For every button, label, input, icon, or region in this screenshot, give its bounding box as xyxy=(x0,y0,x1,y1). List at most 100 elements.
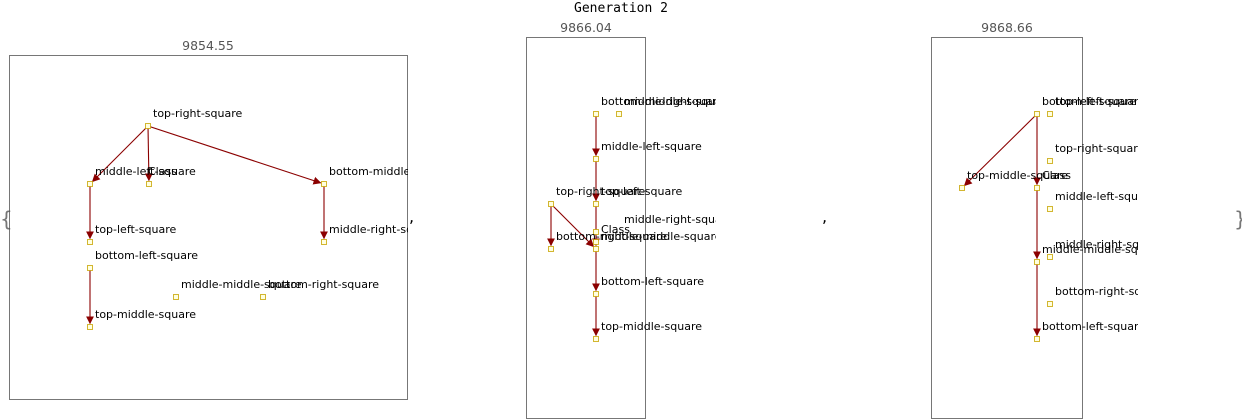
node-label: middle-right-square xyxy=(1055,238,1164,251)
graph-node: bottom-left-square xyxy=(87,249,198,271)
node-label: middle-right-square xyxy=(329,223,438,236)
node-layer: bottom-left-squaretop-left-squaretop-rig… xyxy=(959,95,1166,342)
graph-node: top-middle-square xyxy=(87,308,196,330)
node-label: top-left-square xyxy=(95,223,176,236)
node-label: bottom-left-square xyxy=(601,275,704,288)
node-label: bottom-left-square xyxy=(95,249,198,262)
node-marker xyxy=(87,324,93,330)
node-label: bottom-right-square xyxy=(1055,285,1166,298)
graph-panel-1: 9854.55 top-right-square middle-left-squa… xyxy=(9,38,452,400)
node-marker xyxy=(87,265,93,271)
node-label: top-left-square xyxy=(601,185,682,198)
node-label: middle-middle-square xyxy=(1042,243,1163,256)
graph-panel-2: 9866.04 bottom-middle-squaremiddle-right… xyxy=(526,20,733,419)
node-marker xyxy=(593,246,599,252)
graph-node: top-middle-square xyxy=(959,169,1068,191)
graph-node: Class xyxy=(593,223,630,245)
graph-node: bottom-right-square xyxy=(260,278,379,300)
node-label: Class xyxy=(1042,169,1071,182)
graph-node: top-right-square xyxy=(548,185,646,207)
graph-node: top-left-square xyxy=(593,185,682,207)
node-label: bottom-left-square xyxy=(1042,95,1145,108)
graph-node: top-left-square xyxy=(1047,95,1136,117)
node-marker xyxy=(1047,158,1053,164)
graph-node: middle-right-square xyxy=(616,95,733,117)
node-marker xyxy=(1034,185,1040,191)
graph-node: bottom-right-square xyxy=(1047,285,1166,307)
node-marker xyxy=(146,181,152,187)
node-marker xyxy=(548,201,554,207)
node-label: bottom-right-square xyxy=(268,278,379,291)
node-marker xyxy=(321,239,327,245)
panel-score: 9866.04 xyxy=(560,20,612,35)
graph-node: middle-right-square xyxy=(1047,238,1164,260)
open-brace: { xyxy=(0,207,13,231)
node-label: middle-middle-square xyxy=(601,230,722,243)
node-label: top-right-square xyxy=(1055,142,1145,155)
graph-node: middle-middle-square xyxy=(593,230,722,252)
graph-node: bottom-right-square xyxy=(548,230,667,252)
graph-node: bottom-left-square xyxy=(593,275,704,297)
node-marker xyxy=(1047,206,1053,212)
graph-node: middle-left-square xyxy=(1047,190,1156,212)
graph-node: top-left-square xyxy=(87,223,176,245)
graph-node: middle-middle-square xyxy=(173,278,302,300)
graph-node: middle-right-square xyxy=(593,213,733,235)
edge-bls0-to-tms xyxy=(963,113,1038,187)
node-label: top-middle-square xyxy=(95,308,196,321)
node-label: middle-right-square xyxy=(624,95,733,108)
node-label: bottom-left-square xyxy=(1042,320,1145,333)
node-label: Class xyxy=(601,223,630,236)
node-marker xyxy=(1034,259,1040,265)
node-marker xyxy=(173,294,179,300)
edge-layer xyxy=(963,113,1041,337)
node-label: top-middle-square xyxy=(967,169,1068,182)
node-label: top-left-square xyxy=(1055,95,1136,108)
graph-node: top-right-square xyxy=(145,107,243,129)
graph-node: middle-middle-square xyxy=(1034,243,1163,265)
node-marker xyxy=(959,185,965,191)
graph-node: bottom-middle-square xyxy=(593,95,724,117)
node-marker xyxy=(321,181,327,187)
separator-comma-2: , xyxy=(822,207,827,226)
graph-node: Class xyxy=(146,165,177,187)
generation-title: Generation 2 xyxy=(574,1,668,16)
edge-trs-to-mls xyxy=(91,125,149,183)
close-brace: } xyxy=(1234,207,1242,231)
node-marker xyxy=(593,336,599,342)
graph-node: top-middle-square xyxy=(593,320,702,342)
node-marker xyxy=(616,111,622,117)
graph-node: Class xyxy=(1034,169,1071,191)
node-label: middle-left-square xyxy=(1055,190,1156,203)
graph-node: bottom-left-square xyxy=(1034,320,1145,342)
node-label: top-right-square xyxy=(153,107,243,120)
panel-score: 9868.66 xyxy=(981,20,1033,35)
edge-trs-to-cls xyxy=(144,125,153,182)
node-label: middle-left-square xyxy=(95,165,196,178)
node-marker xyxy=(593,111,599,117)
node-marker xyxy=(1047,254,1053,260)
graph-node: bottom-middle-square xyxy=(321,165,452,187)
node-label: top-middle-square xyxy=(601,320,702,333)
node-marker xyxy=(1034,336,1040,342)
node-marker xyxy=(87,181,93,187)
node-marker xyxy=(593,229,599,235)
node-label: Class xyxy=(148,165,177,178)
node-label: bottom-right-square xyxy=(556,230,667,243)
node-label: middle-middle-square xyxy=(181,278,302,291)
node-label: middle-right-square xyxy=(624,213,733,226)
graph-node: middle-left-square xyxy=(87,165,196,187)
panel-score: 9854.55 xyxy=(182,38,234,53)
node-marker xyxy=(593,156,599,162)
node-marker xyxy=(145,123,151,129)
node-label: bottom-middle-square xyxy=(329,165,452,178)
panel-frame xyxy=(9,55,408,400)
node-label: bottom-middle-square xyxy=(601,95,724,108)
edge-layer xyxy=(547,114,600,337)
edge-trs-to-mms xyxy=(550,203,595,248)
panel-frame xyxy=(931,37,1083,419)
separator-comma-1: , xyxy=(409,207,414,226)
graph-node: top-right-square xyxy=(1047,142,1145,164)
node-marker xyxy=(1047,301,1053,307)
node-marker xyxy=(1034,111,1040,117)
